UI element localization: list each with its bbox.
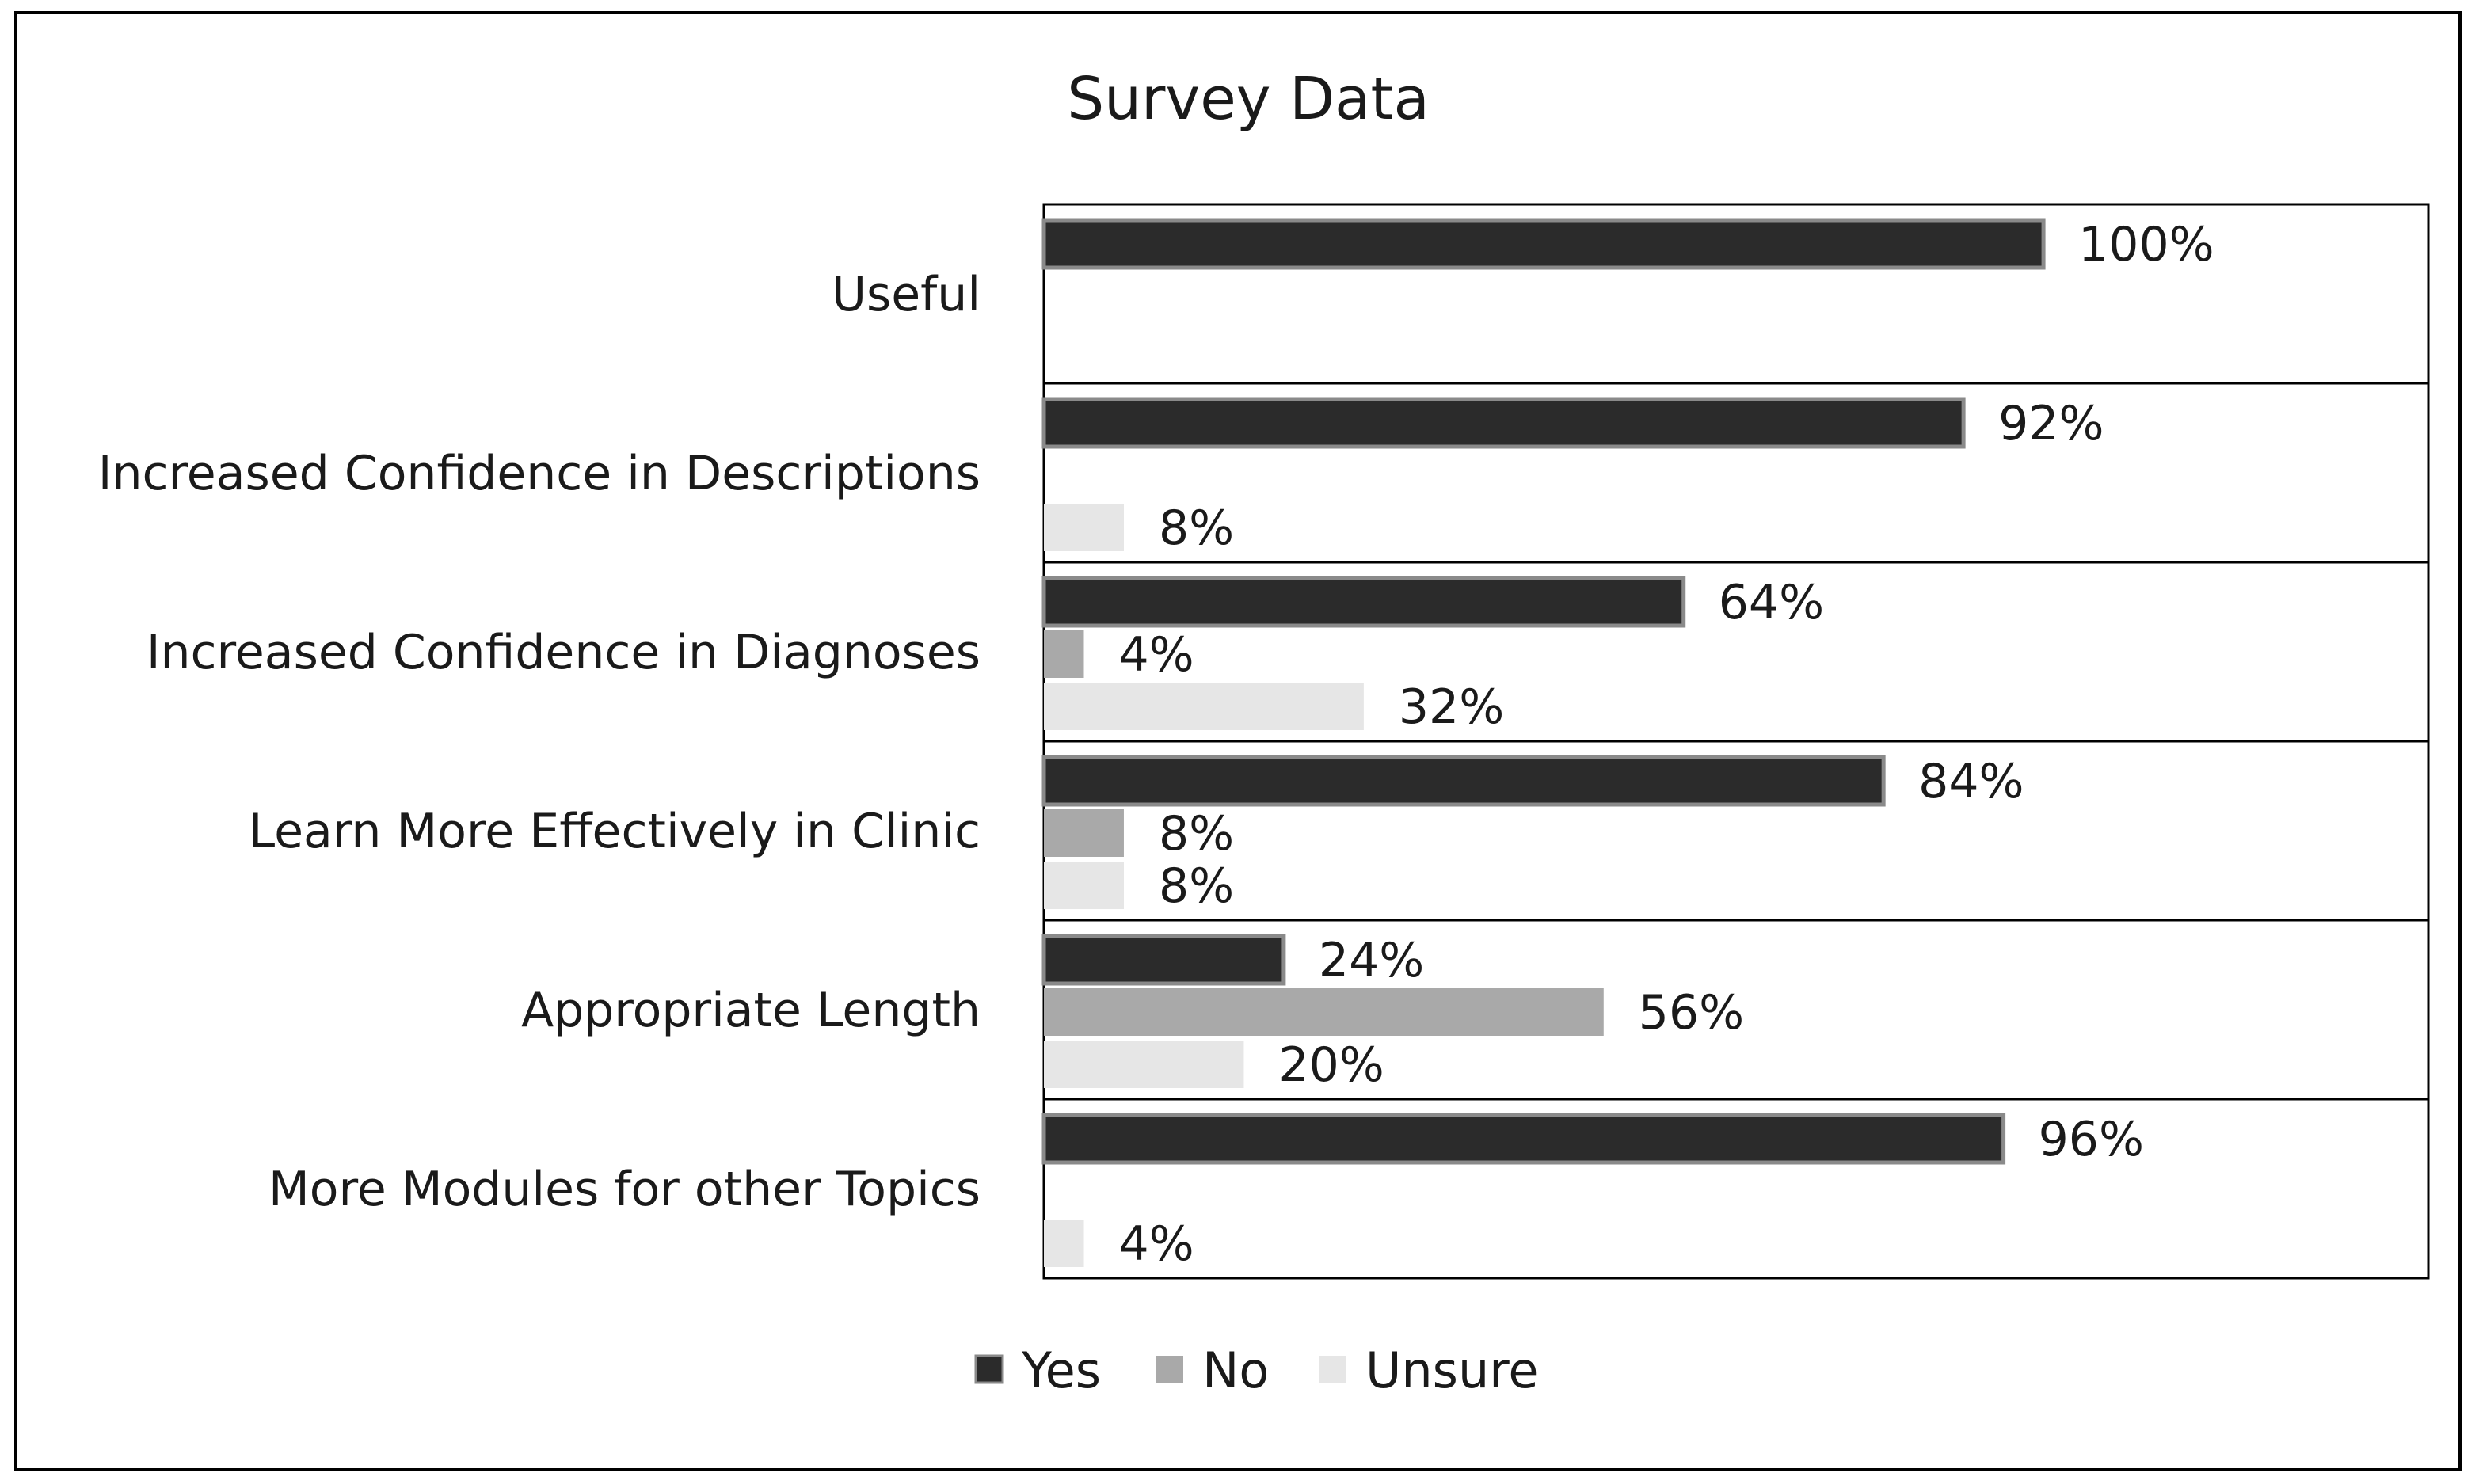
legend-label-no: No bbox=[1202, 1341, 1269, 1399]
data-label-unsure-more-modules-for-other-topics: 4% bbox=[1118, 1216, 1194, 1272]
bar-no-appropriate-length bbox=[1044, 988, 1604, 1036]
legend-label-yes: Yes bbox=[1021, 1341, 1101, 1399]
bar-yes-learn-more-effectively-in-clinic bbox=[1041, 755, 1886, 807]
bar-yes-appropriate-length bbox=[1041, 934, 1286, 986]
bar-no-learn-more-effectively-in-clinic bbox=[1044, 809, 1124, 857]
category-box-more-modules-for-other-topics bbox=[1042, 1098, 2430, 1280]
category-label-increased-confidence-in-diagnoses: Increased Confidence in Diagnoses bbox=[147, 625, 981, 680]
category-label-learn-more-effectively-in-clinic: Learn More Effectively in Clinic bbox=[249, 804, 981, 859]
data-label-yes-increased-confidence-in-diagnoses: 64% bbox=[1719, 575, 1824, 630]
data-label-unsure-increased-confidence-in-diagnoses: 32% bbox=[1399, 679, 1504, 735]
legend-swatch-no bbox=[1156, 1356, 1183, 1383]
legend-swatch-yes bbox=[974, 1354, 1004, 1384]
bar-unsure-learn-more-effectively-in-clinic bbox=[1044, 862, 1124, 909]
bar-yes-increased-confidence-in-descriptions bbox=[1041, 397, 1966, 449]
legend-swatch-unsure bbox=[1319, 1356, 1346, 1383]
data-label-yes-learn-more-effectively-in-clinic: 84% bbox=[1918, 754, 2024, 809]
data-label-yes-more-modules-for-other-topics: 96% bbox=[2039, 1112, 2144, 1167]
category-label-increased-confidence-in-descriptions: Increased Confidence in Descriptions bbox=[98, 446, 981, 501]
category-label-more-modules-for-other-topics: More Modules for other Topics bbox=[268, 1162, 981, 1217]
bar-yes-more-modules-for-other-topics bbox=[1041, 1113, 2006, 1165]
plot-area: Useful Increased Confidence in Descriptio… bbox=[98, 203, 2430, 1280]
data-label-unsure-learn-more-effectively-in-clinic: 8% bbox=[1159, 858, 1234, 914]
bar-unsure-increased-confidence-in-descriptions bbox=[1044, 504, 1124, 551]
data-label-no-appropriate-length: 56% bbox=[1639, 985, 1744, 1041]
data-label-no-increased-confidence-in-diagnoses: 4% bbox=[1118, 627, 1194, 683]
data-label-unsure-appropriate-length: 20% bbox=[1278, 1037, 1384, 1093]
legend-label-unsure: Unsure bbox=[1365, 1341, 1539, 1399]
data-label-unsure-increased-confidence-in-descriptions: 8% bbox=[1159, 500, 1234, 556]
category-label-useful: Useful bbox=[832, 267, 981, 322]
bar-unsure-appropriate-length bbox=[1044, 1041, 1244, 1088]
bar-yes-useful bbox=[1041, 218, 2046, 270]
legend: Yes No Unsure bbox=[974, 1341, 1539, 1399]
data-label-yes-useful: 100% bbox=[2078, 217, 2214, 272]
category-label-appropriate-length: Appropriate Length bbox=[521, 983, 981, 1038]
data-label-yes-appropriate-length: 24% bbox=[1319, 933, 1424, 988]
bar-no-increased-confidence-in-diagnoses bbox=[1044, 630, 1084, 678]
data-label-yes-increased-confidence-in-descriptions: 92% bbox=[1998, 396, 2104, 451]
bar-unsure-increased-confidence-in-diagnoses bbox=[1044, 683, 1364, 730]
bar-yes-increased-confidence-in-diagnoses bbox=[1041, 576, 1686, 628]
chart-title: Survey Data bbox=[1067, 65, 1430, 133]
data-label-no-learn-more-effectively-in-clinic: 8% bbox=[1159, 806, 1234, 862]
bar-unsure-more-modules-for-other-topics bbox=[1044, 1220, 1084, 1267]
